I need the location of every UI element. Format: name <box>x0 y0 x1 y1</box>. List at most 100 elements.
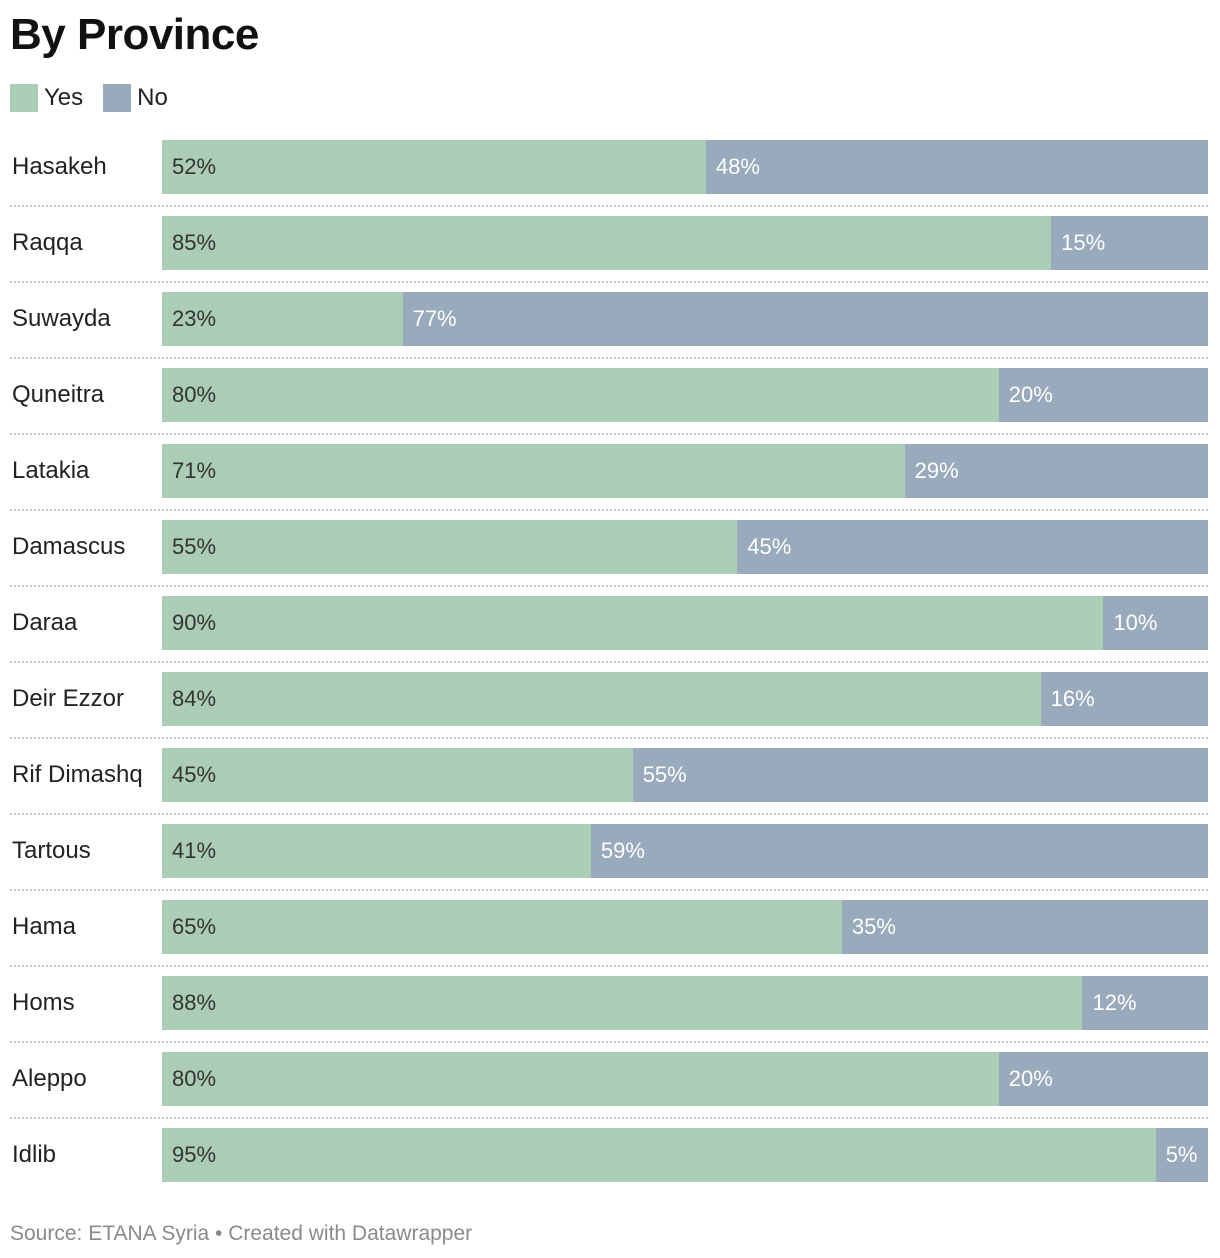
legend-label-no: No <box>137 84 168 111</box>
bar-segment-no: 16% <box>1040 672 1208 726</box>
stacked-bar: 45% 55% <box>162 748 1208 802</box>
data-label: 55% <box>642 762 687 787</box>
bar-segment-no: 5% <box>1155 1128 1208 1182</box>
bar-segment-yes: 80% <box>162 368 999 422</box>
category-label: Latakia <box>12 457 90 484</box>
category-label: Homs <box>12 989 75 1016</box>
data-label: 20% <box>1008 1066 1053 1091</box>
category-label: Quneitra <box>12 381 105 408</box>
row-divider <box>10 205 1208 207</box>
data-label: 71% <box>172 458 217 483</box>
bar-row: Aleppo 80% 20% <box>10 1052 1208 1128</box>
data-label: 88% <box>172 990 217 1015</box>
category-label: Suwayda <box>12 305 111 332</box>
bar-row: Suwayda 23% 77% <box>10 292 1208 368</box>
row-divider <box>10 433 1208 435</box>
stacked-bar: 80% 20% <box>162 368 1208 422</box>
bar-row: Raqqa 85% 15% <box>10 216 1208 292</box>
category-label: Damascus <box>12 533 126 560</box>
data-label: 55% <box>172 534 217 559</box>
bar-segment-no: 10% <box>1103 596 1208 650</box>
stacked-bar: 65% 35% <box>162 900 1208 954</box>
row-divider <box>10 1117 1208 1119</box>
category-label: Hama <box>12 913 77 940</box>
category-label: Idlib <box>12 1141 57 1168</box>
stacked-bar: 85% 15% <box>162 216 1208 270</box>
bar-segment-yes: 85% <box>162 216 1052 270</box>
data-label: 29% <box>914 458 959 483</box>
bar-row: Homs 88% 12% <box>10 976 1208 1052</box>
data-label: 80% <box>172 382 217 407</box>
data-label: 80% <box>172 1066 217 1091</box>
data-label: 45% <box>172 762 217 787</box>
bar-row: Daraa 90% 10% <box>10 596 1208 672</box>
category-label: Tartous <box>12 837 91 864</box>
stacked-bar: 84% 16% <box>162 672 1208 726</box>
bar-segment-yes: 84% <box>162 672 1041 726</box>
legend-swatch-yes <box>10 84 38 112</box>
row-divider <box>10 281 1208 283</box>
bar-segment-no: 20% <box>998 1052 1208 1106</box>
category-label: Daraa <box>12 609 78 636</box>
stacked-bar: 80% 20% <box>162 1052 1208 1106</box>
bar-segment-no: 77% <box>402 292 1208 346</box>
data-label: 45% <box>747 534 792 559</box>
data-label: 52% <box>172 154 217 179</box>
bar-row: Damascus 55% 45% <box>10 520 1208 596</box>
data-label: 12% <box>1092 990 1137 1015</box>
row-divider <box>10 585 1208 587</box>
bar-row: Tartous 41% 59% <box>10 824 1208 900</box>
bar-row: Deir Ezzor 84% 16% <box>10 672 1208 748</box>
category-label: Raqqa <box>12 229 83 256</box>
bar-segment-no: 20% <box>998 368 1208 422</box>
bar-segment-no: 45% <box>737 520 1208 574</box>
data-label: 41% <box>172 838 217 863</box>
bar-segment-yes: 88% <box>162 976 1083 1030</box>
category-label: Rif Dimashq <box>12 761 143 788</box>
data-label: 20% <box>1008 382 1053 407</box>
row-divider <box>10 965 1208 967</box>
data-label: 65% <box>172 914 217 939</box>
bar-segment-no: 12% <box>1082 976 1208 1030</box>
category-label: Deir Ezzor <box>12 685 125 712</box>
bar-segment-no: 35% <box>841 900 1208 954</box>
chart-title: By Province <box>10 10 259 59</box>
data-label: 5% <box>1165 1142 1198 1167</box>
category-label: Hasakeh <box>12 153 107 180</box>
row-divider <box>10 509 1208 511</box>
data-label: 23% <box>172 306 217 331</box>
row-divider <box>10 1041 1208 1043</box>
legend-item-no: No <box>103 84 168 112</box>
bar-segment-yes: 80% <box>162 1052 999 1106</box>
stacked-bar: 88% 12% <box>162 976 1208 1030</box>
bar-segment-no: 29% <box>904 444 1208 498</box>
data-label: 84% <box>172 686 217 711</box>
stacked-bar: 41% 59% <box>162 824 1208 878</box>
stacked-bar: 95% 5% <box>162 1128 1208 1182</box>
bar-segment-no: 48% <box>705 140 1208 194</box>
legend-label-yes: Yes <box>44 84 84 111</box>
bar-segment-yes: 45% <box>162 748 633 802</box>
data-label: 85% <box>172 230 217 255</box>
bar-segment-no: 55% <box>632 748 1208 802</box>
data-label: 95% <box>172 1142 217 1167</box>
data-label: 59% <box>600 838 645 863</box>
row-divider <box>10 889 1208 891</box>
data-label: 35% <box>851 914 896 939</box>
bar-row: Idlib 95% 5% <box>10 1128 1208 1204</box>
legend-swatch-no <box>103 84 132 112</box>
bar-segment-yes: 52% <box>162 140 706 194</box>
bar-segment-yes: 55% <box>162 520 738 574</box>
source-note: Source: ETANA Syria • Created with Dataw… <box>10 1222 473 1245</box>
bar-row: Latakia 71% 29% <box>10 444 1208 520</box>
row-divider <box>10 661 1208 663</box>
stacked-bar: 52% 48% <box>162 140 1208 194</box>
stacked-bar: 71% 29% <box>162 444 1208 498</box>
bar-segment-yes: 65% <box>162 900 842 954</box>
legend: Yes No <box>10 84 188 112</box>
row-divider <box>10 737 1208 739</box>
data-label: 10% <box>1113 610 1158 635</box>
bar-row: Hama 65% 35% <box>10 900 1208 976</box>
legend-item-yes: Yes <box>10 84 83 112</box>
stacked-bar: 23% 77% <box>162 292 1208 346</box>
